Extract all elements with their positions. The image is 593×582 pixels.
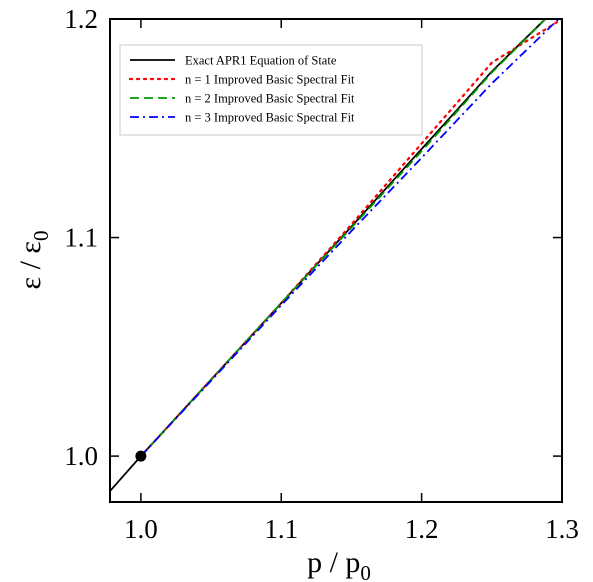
- y-tick-label: 1.1: [64, 223, 98, 253]
- y-tick-label: 1.0: [64, 441, 98, 471]
- x-axis-label-sub: 0: [360, 561, 371, 582]
- legend-label-n-2-improved-basic-spectral-fit: n = 2 Improved Basic Spectral Fit: [185, 92, 355, 106]
- y-axis-label-main: ε / ε: [14, 241, 47, 290]
- y-axis-label: ε / ε0: [14, 230, 53, 289]
- legend-label-exact-apr1-equation-of-state: Exact APR1 Equation of State: [185, 54, 337, 68]
- x-axis-label-main: p / p: [307, 546, 360, 579]
- reference-point-marker: [135, 450, 147, 462]
- legend-label-n-1-improved-basic-spectral-fit: n = 1 Improved Basic Spectral Fit: [185, 73, 355, 87]
- axis-labels: p / p0 ε / ε0: [14, 230, 371, 582]
- ticks-layer: 1.0 1.1 1.2 1.3 1.0 1.1 1.2: [64, 4, 579, 544]
- legend-label-n-3-improved-basic-spectral-fit: n = 3 Improved Basic Spectral Fit: [185, 111, 355, 125]
- marker-layer: [135, 450, 147, 462]
- y-tick-label: 1.2: [64, 4, 98, 34]
- x-tick-label: 1.3: [545, 514, 579, 544]
- x-tick-label: 1.1: [264, 514, 298, 544]
- plot-frame: [109, 18, 563, 503]
- legend: Exact APR1 Equation of State n = 1 Improv…: [119, 44, 423, 136]
- series-line-n-3-improved-basic-spectral-fit: [140, 19, 560, 457]
- x-tick-label: 1.2: [405, 514, 439, 544]
- series-layer: [110, 19, 562, 492]
- x-tick-label: 1.0: [124, 514, 158, 544]
- x-axis-label: p / p0: [307, 546, 371, 582]
- y-axis-label-sub: 0: [29, 230, 53, 241]
- series-line-n-1-improved-basic-spectral-fit: [139, 19, 562, 458]
